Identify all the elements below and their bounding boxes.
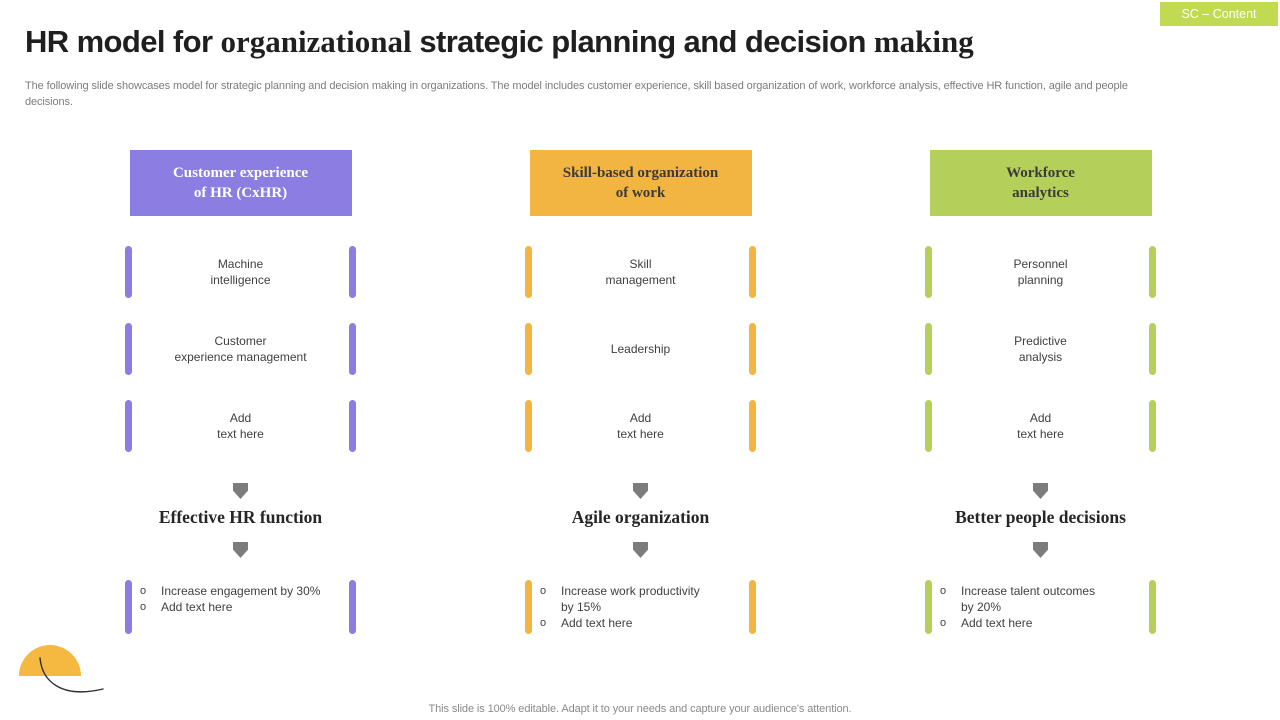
bullet-item: o Add text here [540,615,733,631]
item-label: Customer experience management [174,334,307,364]
item-row: Leadership [524,323,757,375]
bullet-text: Increase engagement by 30% [161,584,321,598]
accent-bar [125,323,132,375]
accent-bar [1149,323,1156,375]
bullet-item: o Increase engagement by 30% [140,583,333,599]
item-label: Personnel planning [1013,257,1068,287]
accent-bar [749,580,756,634]
accent-bar [749,400,756,452]
accent-bar [349,580,356,634]
accent-bar [525,580,532,634]
item-label: Add text here [617,411,664,441]
bullet-marker: o [940,617,947,629]
title-part: HR model for [25,24,221,59]
accent-bar [925,400,932,452]
accent-bar [1149,400,1156,452]
footer-note: This slide is 100% editable. Adapt it to… [428,703,852,715]
item-label: Add text here [1017,411,1064,441]
accent-bar [125,246,132,298]
accent-bar [925,246,932,298]
outcome-label: Better people decisions [955,507,1126,527]
item-label: Machine intelligence [210,257,271,287]
slide-tag: SC – Content [1160,2,1278,26]
item-row: Predictive analysis [924,323,1157,375]
bullets-block: o Increase talent outcomes by 20% o Add … [924,580,1157,637]
bullet-marker: o [540,617,547,629]
accent-bar [349,323,356,375]
item-label: Skill management [605,257,676,287]
bullet-marker: o [540,585,547,597]
bullet-marker: o [140,601,147,613]
accent-bar [1149,580,1156,634]
item-row: Machine intelligence [124,246,357,298]
item-row: Add text here [124,400,357,452]
title-part: strategic planning and decision [419,24,874,59]
accent-bar [349,246,356,298]
outcome-label: Effective HR function [158,507,323,527]
column-customer-experience: Customer experience of HR (CxHR) Machine… [124,150,357,637]
item-label: Leadership [610,342,671,356]
column-header: Customer experience of HR (CxHR) [129,150,352,216]
half-circle-decoration [19,645,104,693]
bullet-item: o Increase talent outcomes by 20% [940,583,1133,615]
bullets-block: o Increase work productivity by 15% o Ad… [524,580,757,637]
bullet-text: Add text here [561,616,633,630]
accent-bar [125,400,132,452]
bullets-block: o Increase engagement by 30% o Add text … [124,580,357,637]
item-row: Personnel planning [924,246,1157,298]
bullet-marker: o [140,585,147,597]
bullet-text: Add text here [161,600,233,614]
item-row: Add text here [524,400,757,452]
title-part: organizational [220,24,420,59]
slide-description: The following slide showcases model for … [25,80,1128,108]
bullet-item: o Increase work productivity by 15% [540,583,733,615]
accent-bar [349,400,356,452]
bullet-item: o Add text here [140,599,333,615]
down-arrow-icon [1033,483,1048,499]
down-arrow-icon [1033,542,1048,558]
down-arrow-icon [633,483,648,499]
accent-bar [525,323,532,375]
bullet-item: o Add text here [940,615,1133,631]
item-label: Predictive analysis [1014,334,1067,364]
accent-bar [125,580,132,634]
column-header: Skill-based organization of work [529,150,752,216]
column-skill-based-organization: Skill-based organization of work Skill m… [524,150,757,637]
page-title: HR model for organizational strategic pl… [25,24,1255,60]
accent-bar [749,246,756,298]
title-part: making [873,24,974,59]
down-arrow-icon [233,483,248,499]
accent-bar [925,323,932,375]
accent-bar [525,400,532,452]
column-header: Workforce analytics [929,150,1152,216]
down-arrow-icon [633,542,648,558]
accent-bar [749,323,756,375]
item-row: Customer experience management [124,323,357,375]
item-row: Skill management [524,246,757,298]
down-arrow-icon [233,542,248,558]
column-workforce-analytics: Workforce analytics Personnel planning P… [924,150,1157,637]
item-row: Add text here [924,400,1157,452]
accent-bar [1149,246,1156,298]
bullet-text: Increase talent outcomes by 20% [961,584,1096,614]
item-label: Add text here [217,411,264,441]
bullet-text: Add text here [961,616,1033,630]
accent-bar [525,246,532,298]
bullet-marker: o [940,585,947,597]
accent-bar [925,580,932,634]
outcome-label: Agile organization [571,507,710,527]
bullet-text: Increase work productivity by 15% [561,584,700,614]
